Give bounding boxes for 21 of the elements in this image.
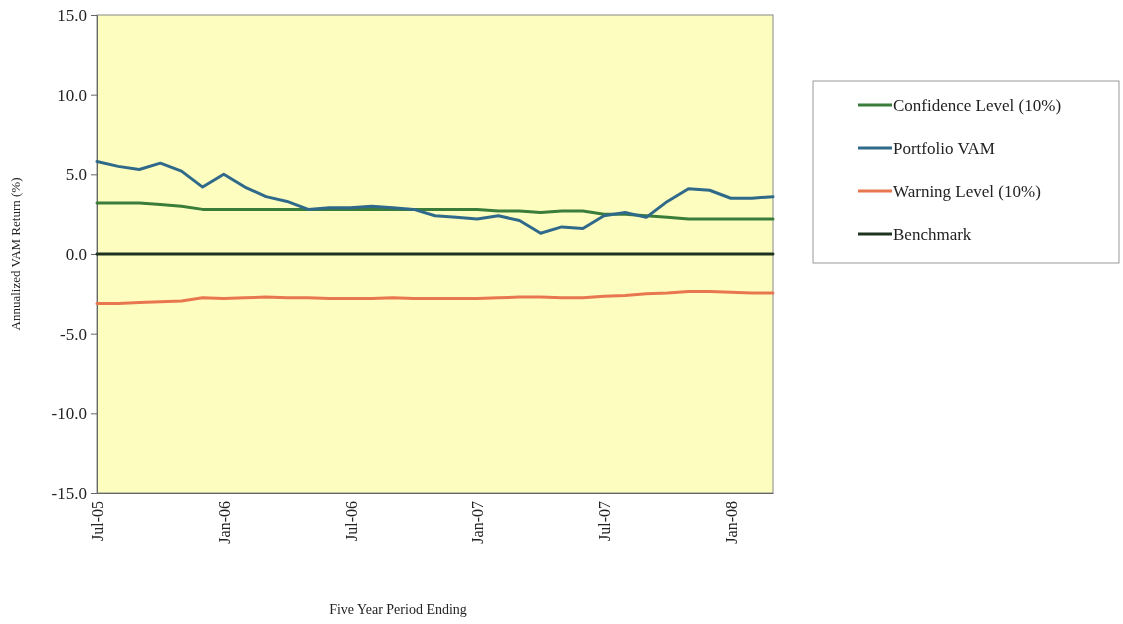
y-tick-label: 0.0 [65, 244, 87, 264]
y-tick-label: -15.0 [51, 483, 87, 503]
y-tick-label: 10.0 [57, 85, 87, 105]
legend-label: Warning Level (10%) [893, 181, 1041, 201]
line-series [95, 160, 775, 235]
x-tick-label: Jul-05 [89, 501, 107, 541]
legend-label: Confidence Level (10%) [893, 95, 1062, 115]
line-series [95, 289, 775, 305]
x-tick-label: Jan-06 [215, 501, 233, 544]
legend-label: Portfolio VAM [893, 138, 995, 158]
x-tick-label: Jan-08 [722, 501, 740, 544]
y-tick-label: 15.0 [57, 5, 87, 25]
y-tick-label: -5.0 [60, 324, 87, 344]
x-tick-label: Jan-07 [469, 501, 487, 544]
x-tick-label: Jul-06 [342, 501, 360, 541]
x-axis-title: Five Year Period Ending [329, 602, 467, 617]
legend-label: Benchmark [893, 224, 972, 244]
x-tick-label: Jul-07 [596, 501, 614, 541]
y-tick-label: -10.0 [51, 404, 87, 424]
y-axis-title: Annualized VAM Return (%) [8, 177, 23, 331]
y-tick-label: 5.0 [65, 165, 87, 185]
